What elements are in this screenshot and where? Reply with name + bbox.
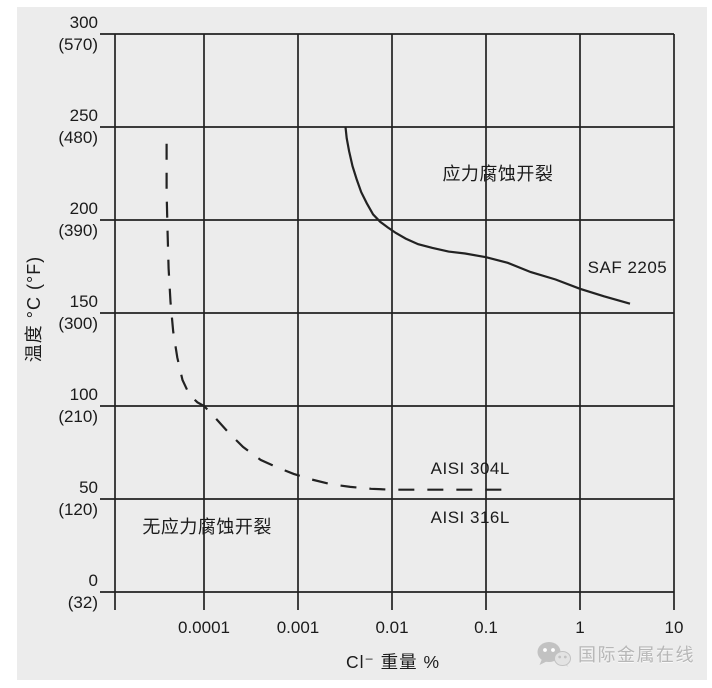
watermark: 国际金属在线 (537, 641, 695, 667)
y-axis-title: 温度 °C (°F) (24, 255, 44, 363)
watermark-text: 国际金属在线 (578, 645, 695, 665)
curve-saf-2205 (344, 126, 631, 305)
chart-panel (17, 7, 707, 680)
wechat-icon (537, 642, 571, 667)
x-axis-title: Cl⁻ 重量 % (345, 652, 441, 672)
curve-aisi-304l-316l (165, 143, 513, 491)
